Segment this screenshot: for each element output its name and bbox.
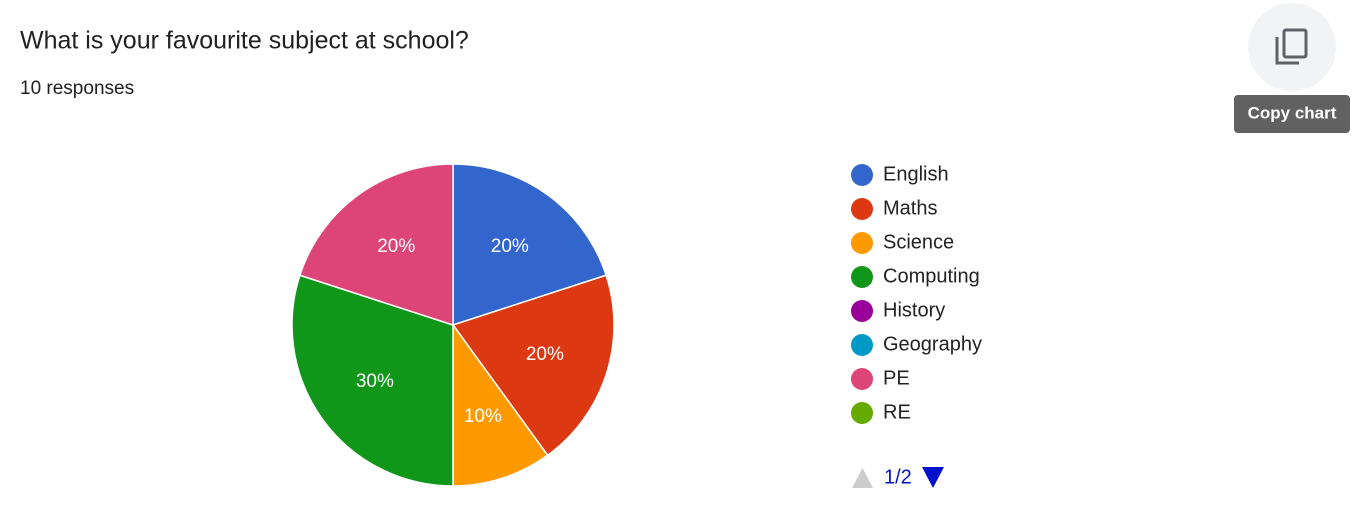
legend-swatch	[851, 334, 873, 356]
legend-swatch	[851, 368, 873, 390]
legend-page: 1/2	[884, 466, 912, 488]
pie-slice	[298, 163, 454, 327]
slice-label: 10%	[464, 406, 502, 427]
legend-label: RE	[883, 401, 911, 423]
legend-swatch	[851, 232, 873, 254]
legend-label: Geography	[883, 333, 982, 355]
slice-label: 20%	[526, 344, 564, 365]
legend-label: History	[883, 299, 945, 321]
legend-label: English	[883, 163, 949, 185]
slice-label: 20%	[491, 236, 529, 257]
page-prev[interactable]	[852, 468, 873, 488]
legend-swatch	[851, 164, 873, 186]
slice-label: 30%	[356, 371, 394, 392]
pie-slice	[291, 274, 454, 487]
copy-button[interactable]	[1248, 3, 1336, 91]
pie-slice	[452, 163, 608, 327]
legend-label: Maths	[883, 197, 937, 219]
copy-icon	[1275, 28, 1308, 65]
tooltip-box	[1234, 95, 1350, 133]
legend-label: Science	[883, 231, 954, 253]
legend-swatch	[851, 266, 873, 288]
pie-slice	[451, 274, 615, 457]
legend-swatch	[851, 300, 873, 322]
legend-swatch	[851, 198, 873, 220]
legend-label: Computing	[883, 265, 980, 287]
pie-slice	[452, 322, 549, 487]
tooltip: Copy chart	[1248, 103, 1337, 122]
legend-label: PE	[883, 367, 910, 389]
legend-swatch	[851, 402, 873, 424]
page-next[interactable]	[922, 467, 944, 488]
chart-title: What is your favourite subject at school…	[20, 27, 469, 55]
slice-label: 20%	[377, 236, 415, 257]
subtitle: 10 responses	[20, 78, 134, 99]
